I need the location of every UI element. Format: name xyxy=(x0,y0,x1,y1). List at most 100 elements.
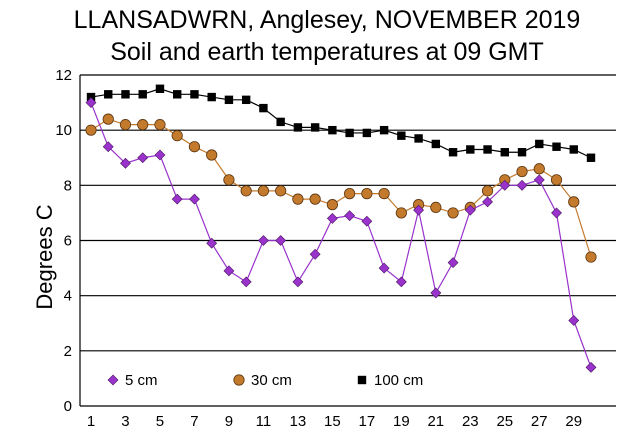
point-5-cm-21 xyxy=(430,287,442,299)
x-tick-label-19: 19 xyxy=(393,413,410,430)
point-5-cm-2 xyxy=(102,141,114,153)
point-5-cm-18 xyxy=(378,262,390,274)
point-30-cm-21 xyxy=(430,201,442,213)
point-30-cm-5 xyxy=(154,119,166,131)
legend: 5 cm 30 cm 100 cm xyxy=(107,372,423,389)
series-line-100-cm xyxy=(90,88,592,159)
point-5-cm-17 xyxy=(361,215,373,227)
series-5-cm xyxy=(85,97,597,373)
point-30-cm-13 xyxy=(292,193,304,205)
point-30-cm-12 xyxy=(275,185,287,197)
series-30-cm xyxy=(85,113,597,263)
point-100-cm-26 xyxy=(517,148,527,157)
point-100-cm-5 xyxy=(155,84,165,93)
legend-marker-5-cm xyxy=(107,374,119,386)
x-tick-label-13: 13 xyxy=(290,413,307,430)
point-100-cm-8 xyxy=(207,92,216,102)
point-100-cm-25 xyxy=(500,148,509,157)
chart-subtitle: Soil and earth temperatures at 09 GMT xyxy=(110,38,544,66)
point-5-cm-15 xyxy=(326,213,338,224)
point-30-cm-26 xyxy=(516,165,528,178)
point-100-cm-29 xyxy=(569,145,578,154)
point-5-cm-27 xyxy=(533,174,545,186)
point-100-cm-19 xyxy=(397,131,406,140)
point-5-cm-13 xyxy=(292,276,304,288)
point-30-cm-7 xyxy=(188,141,201,153)
point-100-cm-3 xyxy=(121,90,130,99)
point-5-cm-19 xyxy=(395,276,407,288)
point-30-cm-30 xyxy=(585,251,597,263)
point-5-cm-5 xyxy=(154,149,166,161)
x-tick-label-29: 29 xyxy=(565,413,582,430)
point-5-cm-29 xyxy=(568,315,580,326)
point-30-cm-19 xyxy=(395,207,407,219)
point-100-cm-16 xyxy=(345,128,354,138)
point-5-cm-25 xyxy=(499,179,511,191)
legend-label-30-cm: 30 cm xyxy=(251,372,292,389)
x-tick-label-9: 9 xyxy=(225,413,233,430)
y-axis-label: Degrees C xyxy=(32,204,57,309)
x-tick-label-15: 15 xyxy=(324,413,341,430)
point-100-cm-21 xyxy=(431,139,441,149)
point-100-cm-4 xyxy=(138,90,147,99)
data-series xyxy=(85,84,597,373)
series-100-cm xyxy=(86,84,596,162)
point-5-cm-8 xyxy=(206,237,218,249)
point-30-cm-14 xyxy=(309,193,321,205)
chart-title: LLANSADWRN, Anglesey, NOVEMBER 2019 xyxy=(74,6,581,34)
legend-item-100-cm: 100 cm xyxy=(357,372,423,389)
point-30-cm-22 xyxy=(447,207,459,219)
x-tick-label-25: 25 xyxy=(496,413,513,430)
x-tick-label-27: 27 xyxy=(531,413,548,430)
point-100-cm-28 xyxy=(552,142,561,151)
point-100-cm-15 xyxy=(328,125,337,135)
x-tick-label-21: 21 xyxy=(427,413,444,430)
point-30-cm-24 xyxy=(481,185,494,197)
point-100-cm-6 xyxy=(173,90,182,99)
point-100-cm-1 xyxy=(86,92,96,102)
point-5-cm-26 xyxy=(516,179,528,191)
point-100-cm-20 xyxy=(414,134,423,143)
point-30-cm-2 xyxy=(102,113,114,125)
point-100-cm-9 xyxy=(224,95,234,105)
x-tick-label-17: 17 xyxy=(359,413,376,430)
series-line-5-cm xyxy=(90,102,592,368)
x-tick-label-5: 5 xyxy=(156,413,164,430)
point-100-cm-22 xyxy=(448,148,458,157)
point-100-cm-10 xyxy=(241,95,251,105)
point-30-cm-28 xyxy=(550,174,563,186)
y-tick-label-4: 4 xyxy=(64,288,72,305)
point-5-cm-16 xyxy=(344,210,356,222)
point-5-cm-11 xyxy=(257,235,269,246)
point-100-cm-18 xyxy=(379,125,389,135)
point-30-cm-6 xyxy=(171,130,183,142)
x-tick-label-3: 3 xyxy=(121,413,129,430)
y-tick-label-2: 2 xyxy=(64,343,72,360)
x-tick-label-7: 7 xyxy=(190,413,198,430)
legend-marker-30-cm xyxy=(233,374,245,386)
legend-marker-100-cm xyxy=(357,375,367,385)
point-100-cm-12 xyxy=(276,117,285,127)
point-100-cm-17 xyxy=(362,128,372,138)
point-5-cm-3 xyxy=(120,157,131,169)
point-30-cm-3 xyxy=(119,119,132,131)
point-30-cm-8 xyxy=(206,149,218,161)
point-5-cm-7 xyxy=(189,193,200,205)
y-tick-label-10: 10 xyxy=(55,122,72,139)
y-tick-label-12: 12 xyxy=(55,67,72,84)
point-5-cm-22 xyxy=(447,257,459,268)
y-tick-label-0: 0 xyxy=(64,398,72,415)
point-30-cm-16 xyxy=(344,188,356,200)
point-5-cm-24 xyxy=(482,196,493,208)
point-100-cm-30 xyxy=(586,153,596,162)
point-100-cm-2 xyxy=(104,90,113,99)
x-tick-label-23: 23 xyxy=(462,413,479,430)
point-5-cm-6 xyxy=(171,193,183,205)
y-tick-label-8: 8 xyxy=(64,177,72,194)
point-30-cm-4 xyxy=(137,119,149,131)
point-100-cm-11 xyxy=(259,103,268,113)
point-5-cm-12 xyxy=(275,235,287,246)
point-30-cm-29 xyxy=(568,196,580,208)
